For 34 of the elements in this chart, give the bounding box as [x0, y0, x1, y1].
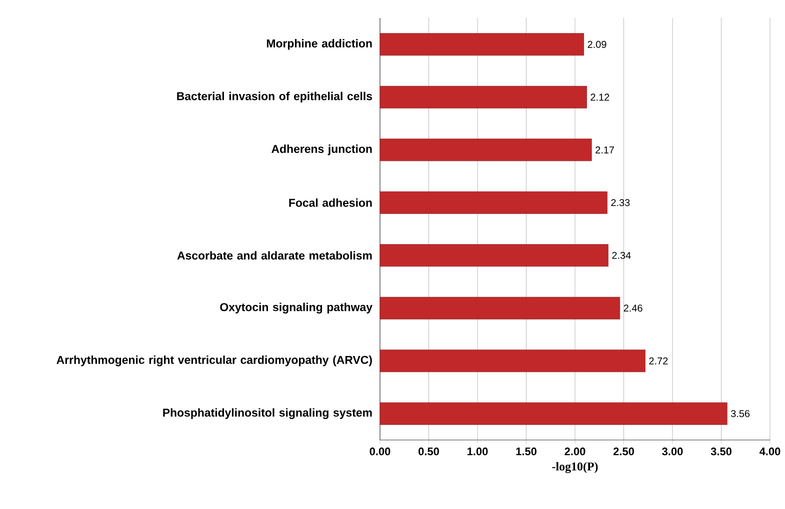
y-tick-label: Bacterial invasion of epithelial cells	[177, 92, 372, 102]
x-tick-label: 2.00	[564, 448, 586, 456]
bar	[380, 296, 620, 320]
data-label: 2.12	[590, 94, 610, 101]
x-tick-label: 1.00	[468, 448, 488, 456]
x-tick-label: 4.00	[760, 448, 780, 456]
bar	[380, 402, 728, 425]
bar	[380, 350, 646, 372]
x-tick-label: 3.00	[662, 448, 683, 456]
y-tick-label: Adherens junction	[272, 144, 372, 156]
bar	[380, 86, 587, 108]
x-tick-label: 0.00	[370, 448, 390, 456]
x-axis-title: -log10(P)	[552, 462, 598, 474]
bar	[380, 191, 608, 214]
x-tick-label: 1.50	[516, 448, 536, 456]
bar	[380, 244, 608, 267]
y-tick-label: Ascorbate and aldarate metabolism	[177, 251, 372, 260]
data-label: 2.46	[624, 304, 642, 312]
y-tick-label: Arrhythmogenic right ventricular cardiomyopathy (ARVC)	[56, 356, 372, 366]
data-label: 2.72	[649, 357, 668, 364]
y-tick-label: Oxytocin signaling pathway	[220, 302, 372, 314]
y-tick-label: Focal adhesion	[289, 198, 372, 207]
x-tick-label: 3.50	[710, 448, 732, 456]
bar	[380, 138, 592, 162]
y-tick-label: Phosphatidylinositol signaling system	[163, 408, 372, 419]
bar	[380, 33, 584, 56]
data-label: 2.17	[596, 146, 614, 154]
x-tick-label: 0.50	[418, 448, 439, 456]
data-label: 2.09	[588, 40, 606, 48]
data-label: 2.34	[612, 252, 631, 259]
data-label: 2.33	[611, 199, 630, 206]
data-label: 3.56	[731, 410, 750, 418]
y-tick-label: Morphine addiction	[266, 39, 372, 50]
x-tick-label: 2.50	[613, 448, 634, 456]
